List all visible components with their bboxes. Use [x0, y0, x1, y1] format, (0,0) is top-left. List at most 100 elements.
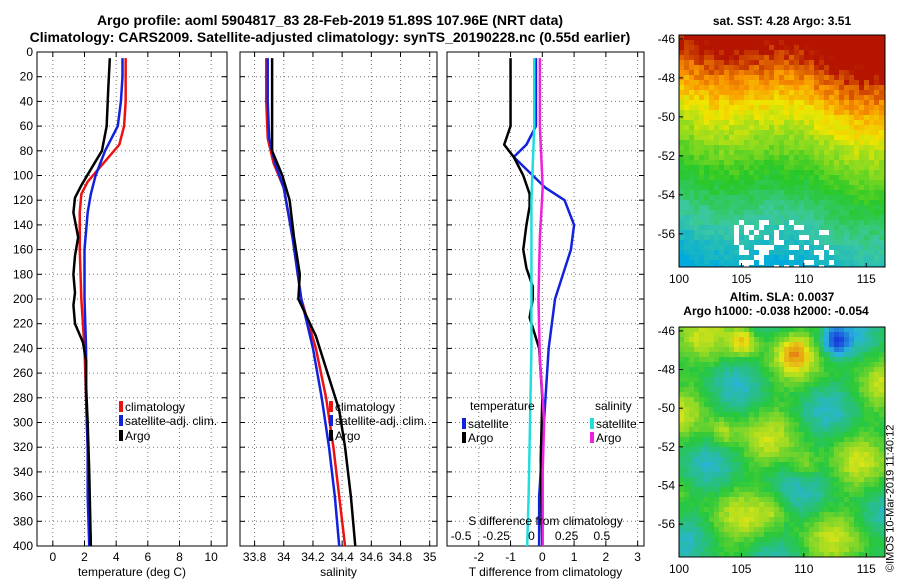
map-cell: [754, 85, 759, 90]
map-cell: [764, 160, 769, 165]
map-cell: [759, 165, 764, 170]
y-tick-label: -52: [658, 440, 676, 454]
map-cell: [844, 210, 849, 215]
map-cell: [689, 452, 694, 457]
map-cell: [759, 40, 764, 45]
map-cell: [809, 170, 814, 175]
map-cell: [729, 537, 734, 542]
map-cell: [759, 60, 764, 65]
map-cell: [834, 517, 839, 522]
map-cell: [809, 110, 814, 115]
map-cell: [739, 50, 744, 55]
map-cell: [844, 55, 849, 60]
map-cell: [719, 477, 724, 482]
map-cell: [779, 522, 784, 527]
map-cell: [694, 477, 699, 482]
map-cell: [789, 467, 794, 472]
map-cell: [849, 150, 854, 155]
map-cell: [829, 115, 834, 120]
map-cell: [724, 402, 729, 407]
map-cell: [804, 532, 809, 537]
map-cell: [824, 130, 829, 135]
map-cell: [819, 50, 824, 55]
map-cell: [834, 170, 839, 175]
map-cell: [844, 397, 849, 402]
map-cell: [739, 210, 744, 215]
map-cell: [754, 125, 759, 130]
map-cell: [829, 185, 834, 190]
map-cell: [774, 517, 779, 522]
map-cell: [754, 185, 759, 190]
map-cell: [809, 150, 814, 155]
map-cell: [794, 482, 799, 487]
map-cell: [679, 240, 684, 245]
map-cell: [809, 517, 814, 522]
map-cell: [814, 120, 819, 125]
map-cell: [819, 55, 824, 60]
map-cell: [699, 115, 704, 120]
map-cell: [704, 377, 709, 382]
map-cell: [754, 200, 759, 205]
map-cell: [819, 85, 824, 90]
map-cell: [859, 437, 864, 442]
map-cell: [879, 160, 884, 165]
map-cell: [794, 110, 799, 115]
map-cell: [764, 230, 769, 235]
map-cell: [739, 100, 744, 105]
map-cell: [829, 260, 834, 265]
map-cell: [864, 547, 869, 552]
map-cell: [789, 507, 794, 512]
map-cell: [824, 547, 829, 552]
map-cell: [754, 115, 759, 120]
map-cell: [824, 487, 829, 492]
map-cell: [854, 260, 859, 265]
map-cell: [769, 255, 774, 260]
map-cell: [694, 70, 699, 75]
map-cell: [809, 85, 814, 90]
map-cell: [739, 437, 744, 442]
map-cell: [759, 180, 764, 185]
map-cell: [749, 417, 754, 422]
map-cell: [734, 75, 739, 80]
x-axis-label: salinity: [320, 565, 357, 579]
map-cell: [834, 522, 839, 527]
map-cell: [784, 195, 789, 200]
map-cell: [784, 265, 789, 267]
map-cell: [734, 382, 739, 387]
map-cell: [759, 497, 764, 502]
map-cell: [719, 265, 724, 267]
map-cell: [859, 337, 864, 342]
map-cell: [829, 125, 834, 130]
map-cell: [834, 65, 839, 70]
map-cell: [704, 522, 709, 527]
map-cell: [689, 447, 694, 452]
map-cell: [689, 502, 694, 507]
map-cell: [729, 100, 734, 105]
map-cell: [864, 477, 869, 482]
map-cell: [824, 205, 829, 210]
map-cell: [729, 215, 734, 220]
map-cell: [829, 537, 834, 542]
map-cell: [729, 527, 734, 532]
map-cell: [774, 55, 779, 60]
map-cell: [749, 427, 754, 432]
map-cell: [679, 160, 684, 165]
map-cell: [874, 205, 879, 210]
map-cell: [744, 235, 749, 240]
map-cell: [754, 447, 759, 452]
map-cell: [829, 235, 834, 240]
map-cell: [684, 377, 689, 382]
map-cell: [689, 195, 694, 200]
map-cell: [799, 245, 804, 250]
map-cell: [734, 50, 739, 55]
map-cell: [859, 487, 864, 492]
map-cell: [754, 50, 759, 55]
map-cell: [779, 542, 784, 547]
map-cell: [789, 392, 794, 397]
map-cell: [854, 427, 859, 432]
map-cell: [834, 527, 839, 532]
map-cell: [819, 205, 824, 210]
map-cell: [799, 105, 804, 110]
map-cell: [754, 195, 759, 200]
map-cell: [809, 175, 814, 180]
